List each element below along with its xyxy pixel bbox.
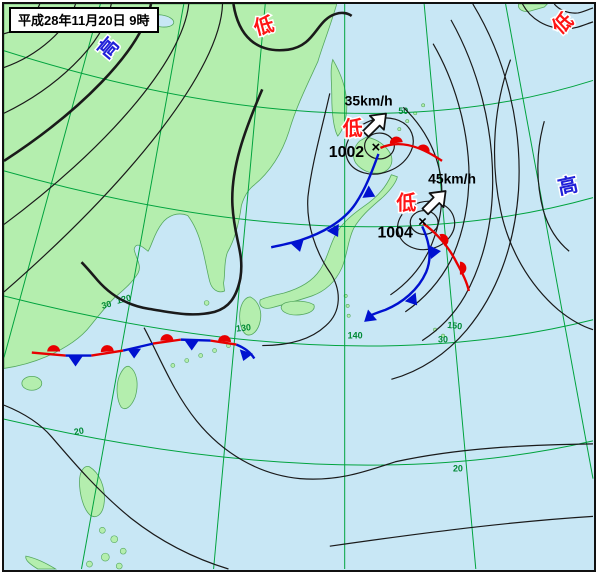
warm-front-low1	[379, 142, 443, 162]
grid-label-lat30-west: 30	[100, 299, 112, 311]
meridian-110e	[4, 4, 101, 358]
kyushu-island	[239, 296, 262, 336]
cold-front-low1	[270, 153, 380, 249]
movement-arrows	[361, 112, 447, 216]
meridian-160e	[505, 4, 594, 479]
grid-label-lat20-east: 20	[453, 464, 463, 474]
parallel-30n	[4, 295, 594, 347]
low-symbol-low2: 低	[395, 192, 416, 215]
pressure-value-low2: 1004	[377, 224, 412, 241]
stationary-front-semicircles	[47, 334, 231, 353]
warm-front-low1-semicircles	[389, 136, 430, 154]
northeast-arrow-icon-low2	[421, 190, 447, 216]
taiwan-island	[116, 365, 138, 410]
pressure-value-low1: 1002	[329, 144, 364, 161]
grid-label-lon130: 130	[236, 322, 252, 334]
northeast-arrow-icon-low1	[361, 112, 387, 138]
fronts	[31, 136, 471, 367]
isobars	[4, 4, 594, 570]
parallel-40n	[4, 170, 594, 228]
speed-label-low2: 45km/h	[428, 171, 476, 187]
high-symbol-east: 高	[556, 173, 580, 200]
weather-map: 50 30 120 130 140 150 30 20 20	[2, 2, 596, 572]
grid-label-lon140: 140	[348, 331, 363, 341]
shikoku-island	[280, 300, 315, 316]
meridian-150e	[423, 4, 477, 570]
cold-front-low2	[369, 225, 431, 317]
stationary-front-triangles	[68, 340, 253, 367]
grid-label-lon150: 150	[447, 320, 463, 332]
cold-front-low2-triangles	[364, 245, 441, 322]
low2-center-mark: ×	[418, 214, 427, 230]
date-label-box: 平成28年11月20日 9時	[9, 7, 159, 33]
weather-map-canvas: 50 30 120 130 140 150 30 20 20	[4, 4, 594, 570]
low1-center-mark: ×	[372, 140, 381, 156]
warm-front-low2-semicircles	[439, 233, 467, 275]
low-symbol-low1: 低	[342, 117, 363, 140]
parallel-20n	[4, 418, 594, 466]
warm-front-low2	[422, 222, 471, 292]
grid-label-lat20-west: 20	[73, 425, 85, 437]
parallel-50n	[4, 50, 594, 114]
hainan-island	[21, 375, 43, 391]
speed-label-low1: 35km/h	[345, 92, 393, 108]
cold-front-low1-triangles	[290, 185, 376, 252]
palawan-island	[25, 555, 58, 570]
date-label: 平成28年11月20日 9時	[18, 13, 150, 28]
grid-label-lat50: 50	[398, 106, 408, 116]
stationary-front	[31, 334, 256, 367]
grid-label-lat30-east: 30	[438, 335, 448, 345]
meridian-120e	[80, 4, 185, 570]
